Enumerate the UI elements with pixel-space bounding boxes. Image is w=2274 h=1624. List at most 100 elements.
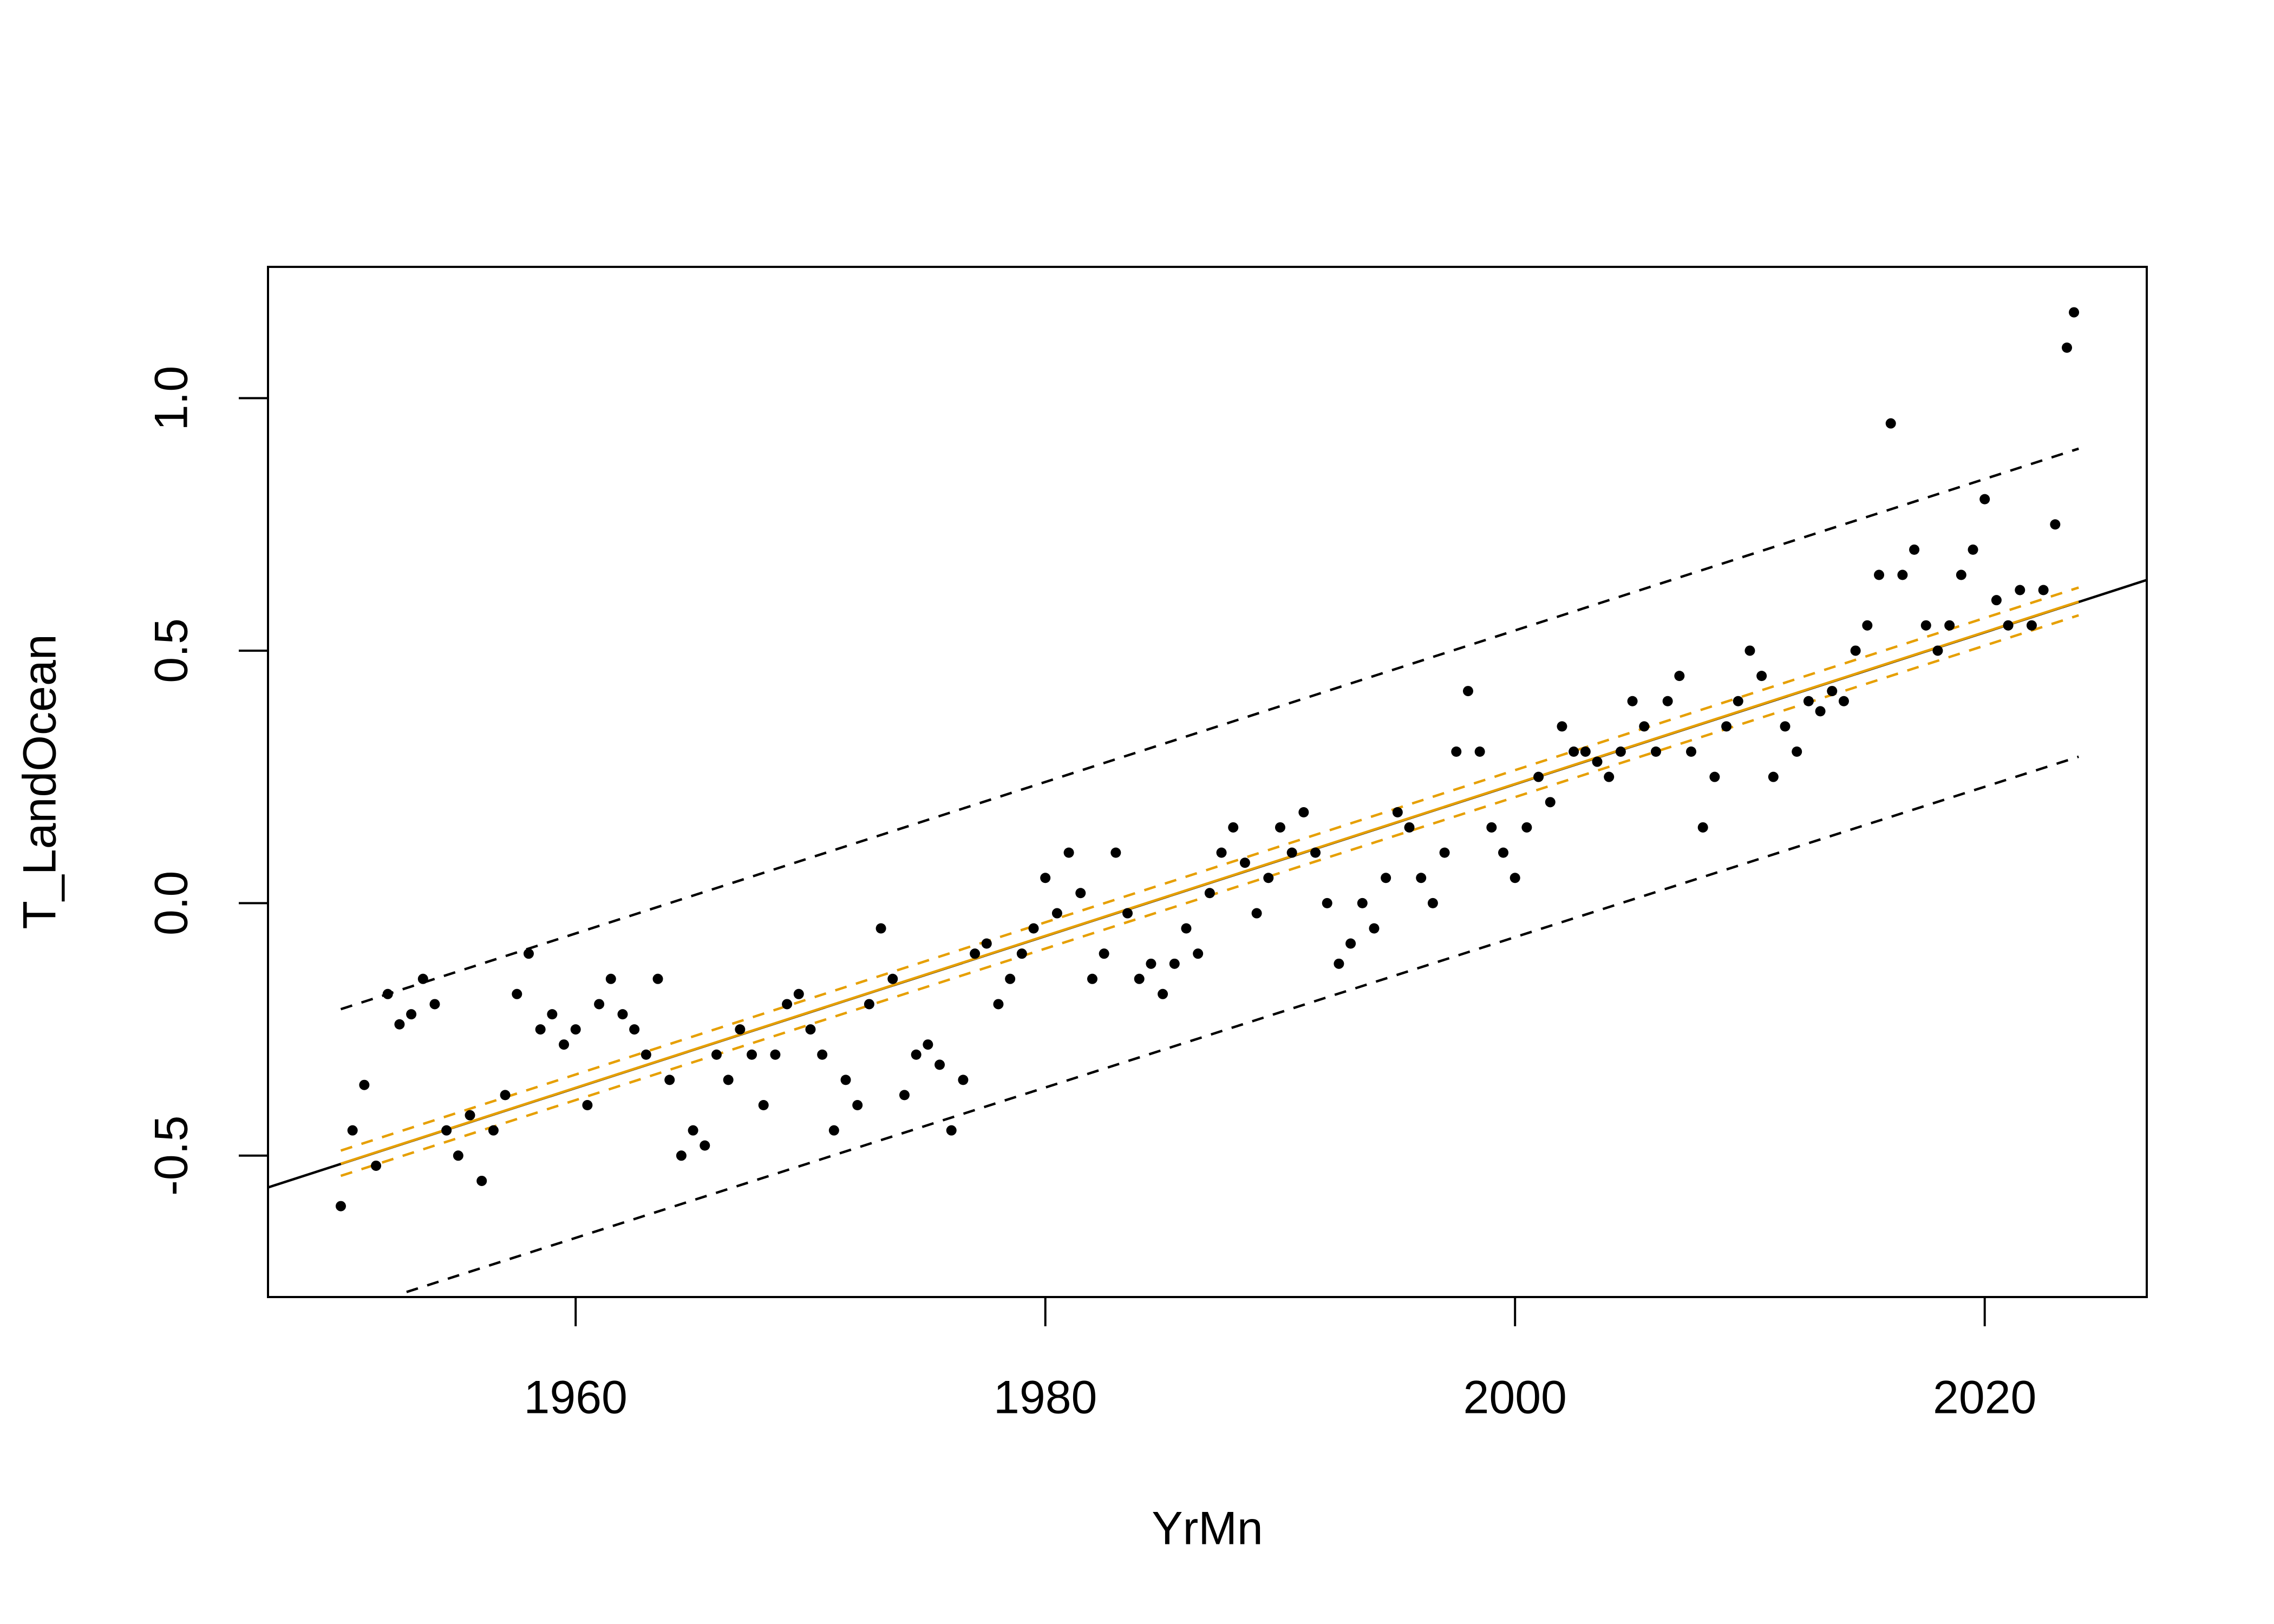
point <box>476 1175 487 1186</box>
point <box>1204 888 1215 899</box>
point <box>2015 585 2025 595</box>
point <box>1827 686 1838 697</box>
point <box>465 1110 475 1121</box>
point <box>1920 620 1931 631</box>
point <box>1580 746 1591 757</box>
point <box>1956 569 1966 580</box>
point <box>1569 746 1579 757</box>
point <box>559 1039 570 1050</box>
point <box>688 1125 698 1136</box>
point <box>1134 973 1145 984</box>
point <box>1005 973 1016 984</box>
point <box>723 1075 734 1085</box>
y-tick-label: 0.0 <box>146 871 198 936</box>
point <box>993 999 1004 1010</box>
point <box>758 1100 769 1111</box>
point <box>1181 923 1192 934</box>
point <box>1909 544 1920 555</box>
point <box>500 1090 511 1101</box>
point <box>2050 519 2061 530</box>
point <box>911 1049 922 1060</box>
y-tick-label: 0.5 <box>146 618 198 683</box>
point <box>629 1024 640 1035</box>
point <box>1381 873 1391 883</box>
fit-line <box>340 600 2079 1165</box>
point <box>1286 847 1297 858</box>
point <box>1051 908 1062 919</box>
point <box>1768 771 1779 782</box>
point <box>1122 908 1133 919</box>
point <box>335 1201 346 1212</box>
point <box>2069 307 2080 318</box>
point <box>805 1024 816 1035</box>
point <box>1932 645 1943 656</box>
point <box>1862 620 1873 631</box>
point <box>1251 908 1262 919</box>
point <box>817 1049 828 1060</box>
point <box>1216 847 1227 858</box>
point <box>1686 746 1697 757</box>
point <box>382 988 393 999</box>
point <box>394 1019 405 1030</box>
point <box>923 1039 933 1050</box>
point <box>1310 847 1321 858</box>
point <box>1016 948 1027 959</box>
point <box>1063 847 1074 858</box>
point <box>793 988 804 999</box>
point <box>1498 847 1509 858</box>
point <box>1979 494 1990 505</box>
point <box>981 938 992 949</box>
y-tick-label: -0.5 <box>146 1116 198 1196</box>
point <box>570 1024 581 1035</box>
point <box>1733 696 1743 706</box>
fit-line <box>406 755 2079 1293</box>
point <box>417 973 428 984</box>
point <box>1075 888 1086 899</box>
point <box>1087 973 1097 984</box>
point <box>1744 645 1755 656</box>
point <box>1392 807 1403 817</box>
point <box>1803 696 1814 706</box>
point <box>1627 696 1638 706</box>
point <box>970 948 981 959</box>
point <box>1322 898 1332 908</box>
point <box>1439 847 1450 858</box>
x-tick-label: 1980 <box>994 1372 1097 1424</box>
point <box>676 1150 687 1161</box>
y-tick-label: 1.0 <box>146 366 198 431</box>
point <box>747 1049 757 1060</box>
point <box>359 1079 370 1090</box>
point <box>1275 822 1285 833</box>
point <box>828 1125 839 1136</box>
x-tick-label: 2020 <box>1933 1372 2036 1424</box>
fit-line <box>340 586 2079 1152</box>
points <box>335 307 2080 1212</box>
point <box>1604 771 1615 782</box>
point <box>512 988 522 999</box>
point <box>2062 342 2073 353</box>
point <box>735 1024 746 1035</box>
point <box>488 1125 499 1136</box>
point <box>347 1125 358 1136</box>
x-tick-label: 1960 <box>524 1372 628 1424</box>
point <box>1169 958 1180 969</box>
point <box>429 999 440 1010</box>
point <box>1697 822 1708 833</box>
axes: 1960 1980 2000 2020 -0.5 0.0 0.5 1.0 <box>146 366 2037 1424</box>
point <box>1510 873 1520 883</box>
point <box>887 973 898 984</box>
point <box>535 1024 546 1035</box>
point <box>1228 822 1239 833</box>
point <box>899 1090 910 1101</box>
point <box>1545 797 1556 808</box>
point <box>1040 873 1051 883</box>
point <box>1158 988 1168 999</box>
point <box>1756 671 1767 682</box>
point <box>1792 746 1802 757</box>
point <box>1780 721 1791 732</box>
point <box>652 973 663 984</box>
x-tick-label: 2000 <box>1463 1372 1567 1424</box>
